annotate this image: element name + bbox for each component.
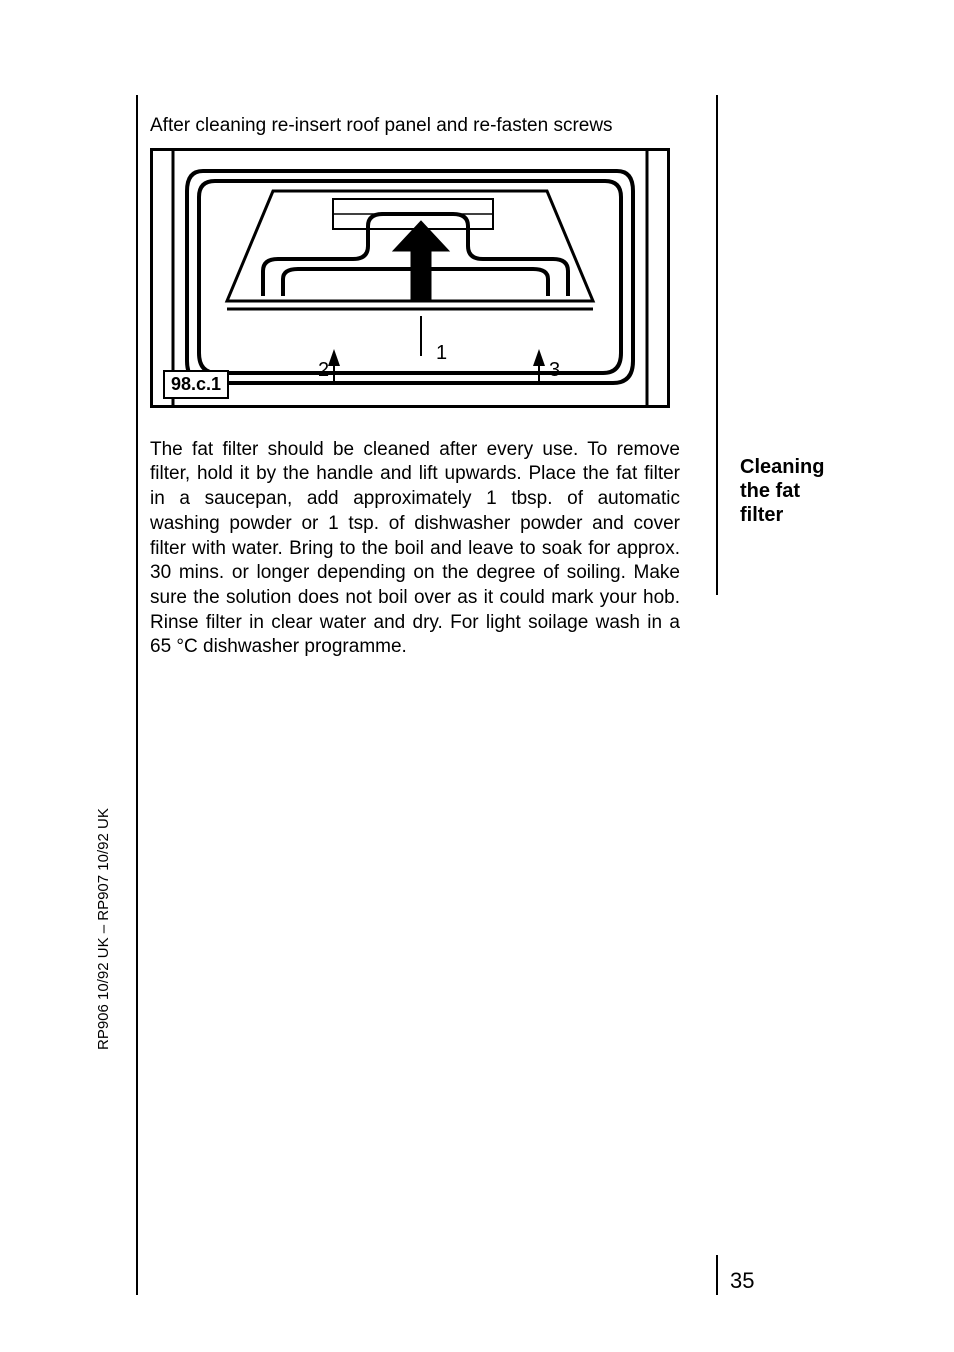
heading-line-3: filter — [740, 504, 783, 526]
oven-diagram-svg: 2 1 3 — [153, 151, 667, 405]
margin-heading-column: Cleaning the fat filter — [740, 455, 870, 527]
document-code: RP906 10/92 UK – RP907 10/92 UK — [95, 750, 112, 1050]
main-column: After cleaning re-insert roof panel and … — [150, 95, 680, 679]
oven-roof-panel-figure: 2 1 3 98.c.1 — [150, 148, 670, 408]
body-paragraph: The fat filter should be cleaned after e… — [150, 438, 680, 660]
manual-page: After cleaning re-insert roof panel and … — [0, 0, 954, 1352]
callout-3: 3 — [549, 359, 560, 381]
column-rule-pagenum — [716, 1255, 718, 1295]
heading-line-1: Cleaning — [740, 456, 824, 478]
section-heading: Cleaning the fat filter — [740, 455, 870, 527]
callout-2: 2 — [318, 359, 329, 381]
page-number: 35 — [730, 1268, 754, 1294]
column-rule-side — [716, 95, 718, 595]
intro-text: After cleaning re-insert roof panel and … — [150, 114, 680, 138]
figure-label: 98.c.1 — [163, 370, 229, 399]
callout-1: 1 — [436, 342, 447, 364]
column-rule-main — [136, 95, 138, 1295]
heading-line-2: the fat — [740, 480, 800, 502]
